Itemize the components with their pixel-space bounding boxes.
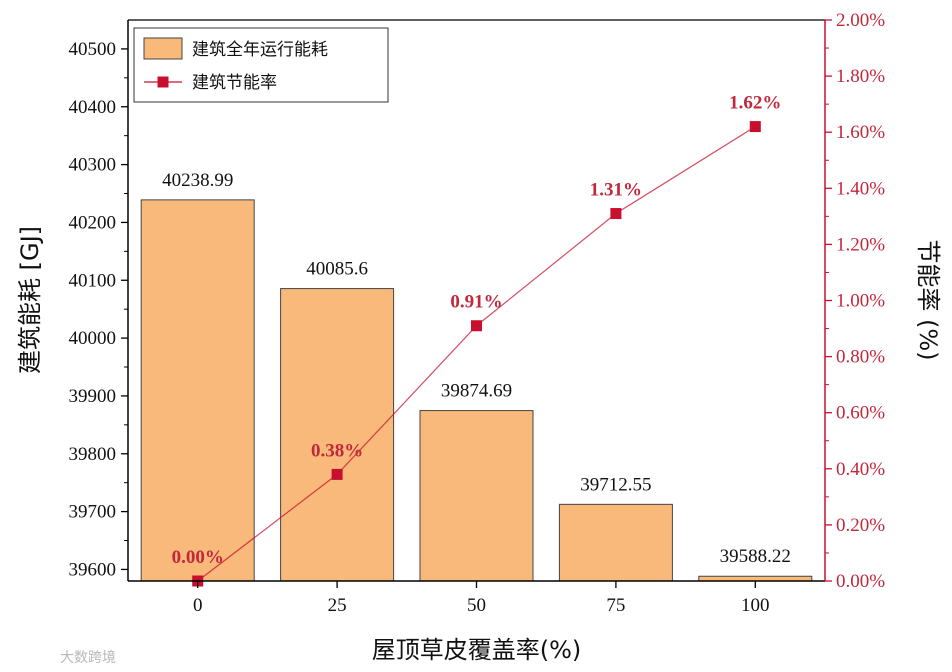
x-tick-label: 75: [606, 595, 625, 616]
y-tick-label: 40100: [69, 270, 117, 291]
x-axis-label: 屋顶草皮覆盖率(%): [372, 636, 582, 664]
line-label-25: 0.38%: [311, 440, 363, 461]
bar-50: [419, 410, 534, 582]
y2-tick-label: 1.20%: [836, 234, 885, 255]
legend-bar-swatch: [143, 37, 183, 60]
y-tick-label: 40500: [69, 39, 117, 60]
line-label-50: 0.91%: [450, 292, 502, 313]
y-axis-label: 建筑能耗 [GJ]: [16, 226, 44, 374]
watermark: 大数跨境: [60, 650, 116, 666]
line-point-25: [331, 468, 343, 480]
y-tick-label: 40000: [69, 328, 117, 349]
y-tick-label: 40300: [69, 155, 117, 176]
y2-tick-label: 1.00%: [836, 291, 885, 312]
y2-tick-label: 0.20%: [836, 515, 885, 536]
axes-layer: 39600 39700 39800 39900 40000 40100 40200 40300…: [16, 10, 942, 664]
line-point-50: [471, 320, 482, 332]
bar-25: [280, 288, 395, 582]
line-layer: 0.00% 0.38% 0.91% 1.31% 1.62%: [172, 93, 781, 587]
legend-bar-label: 建筑全年运行能耗: [192, 40, 328, 60]
line-point-75: [610, 208, 622, 220]
y-tick-label: 40200: [69, 212, 117, 233]
line-label-100: 1.62%: [729, 93, 781, 114]
line-label-75: 1.31%: [590, 180, 642, 201]
legend-line-marker: [157, 76, 169, 88]
y2-tick-label: 0.40%: [836, 459, 885, 480]
y-tick-label: 39600: [69, 559, 117, 580]
y-tick-label: 39800: [69, 444, 117, 465]
bar-label-0: 40238.99: [162, 170, 233, 191]
bar-label-75: 39712.55: [580, 474, 651, 495]
line-point-100: [749, 121, 761, 133]
bar-label-50: 39874.69: [441, 381, 512, 402]
y2-tick-label: 0.80%: [836, 347, 885, 368]
y2-tick-label: 1.60%: [836, 122, 885, 143]
bar-label-25: 40085.6: [306, 259, 368, 280]
bar-75: [558, 503, 673, 582]
legend-line-label: 建筑节能率: [192, 73, 277, 93]
bar-label-100: 39588.22: [720, 546, 791, 567]
bar-0: [140, 199, 255, 582]
y2-axis-label: 节能率 (%): [914, 239, 942, 360]
y2-tick-label: 0.60%: [836, 403, 885, 424]
y-tick-label: 39700: [69, 502, 117, 523]
y-tick-label: 39900: [69, 386, 117, 407]
y2-tick-label: 1.80%: [836, 66, 885, 87]
x-tick-label: 50: [467, 595, 486, 616]
y2-tick-label: 1.40%: [836, 178, 885, 199]
x-tick-label: 100: [741, 595, 770, 616]
line-label-0: 0.00%: [172, 547, 224, 568]
bars-layer: 40238.99 40085.6 39874.69 39712.55 39588.22: [140, 170, 813, 582]
y-tick-label: 40400: [69, 97, 117, 118]
x-tick-label: 25: [328, 595, 347, 616]
y2-tick-label: 2.00%: [836, 10, 885, 31]
x-tick-label: 0: [193, 595, 203, 616]
y2-tick-label: 0.00%: [836, 571, 885, 592]
